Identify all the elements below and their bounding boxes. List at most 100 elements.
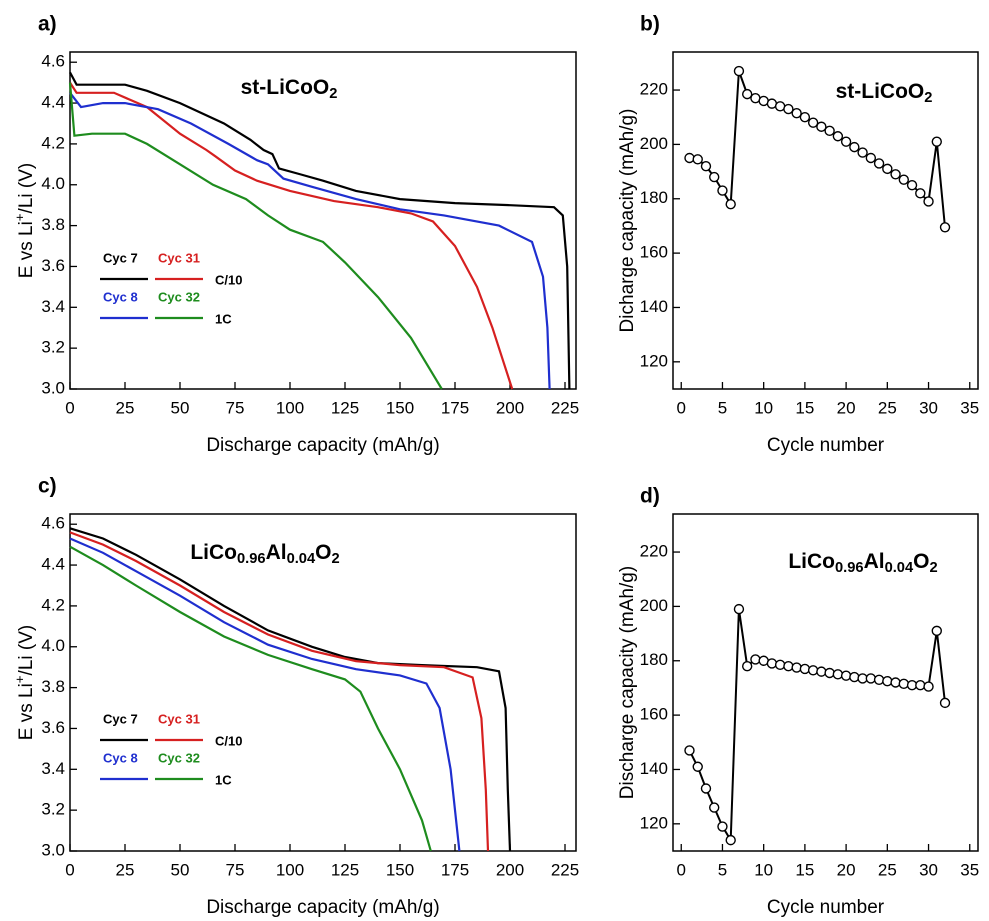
y-tick-label: 4.2: [41, 133, 65, 152]
y-tick-label: 3.6: [41, 256, 65, 275]
y-tick-label: 3.4: [41, 759, 65, 778]
plot-frame: [672, 51, 979, 390]
data-point: [857, 147, 868, 158]
text-part: Al: [864, 550, 885, 573]
data-point: [816, 121, 827, 132]
data-point: [717, 821, 728, 832]
text-part: Discharge capacity (mAh/g): [206, 897, 439, 918]
text-part: E vs Li: [16, 683, 37, 740]
data-point: [816, 666, 827, 677]
series-line: [688, 608, 946, 844]
x-tick-label: 50: [171, 398, 190, 417]
data-point: [791, 662, 802, 673]
x-axis-label: Discharge capacity (mAh/g): [206, 897, 439, 918]
x-tick-label: 0: [677, 860, 686, 879]
y-tick-label: 3.8: [41, 215, 65, 234]
data-point: [750, 654, 761, 665]
legend-label: Cyc 31: [158, 711, 200, 726]
data-point: [890, 677, 901, 688]
text-part: /Li (V): [16, 625, 37, 676]
y-tick-label: 3.8: [41, 677, 65, 696]
legend-rate: C/10: [215, 733, 242, 748]
x-tick-label: 10: [754, 860, 773, 879]
legend-label: Cyc 32: [158, 750, 200, 765]
subscript: 2: [329, 86, 337, 102]
data-point: [906, 179, 918, 191]
text-part: O: [913, 550, 929, 573]
chart-title: st-LiCoO2: [241, 76, 338, 102]
series-line: [69, 531, 490, 852]
y-tick-label: 120: [640, 351, 668, 370]
text-part: Cycle number: [767, 897, 885, 918]
x-tick-label: 100: [276, 860, 304, 879]
text-part: Dicharge capacity (mAh/g): [617, 109, 638, 333]
y-tick-label: 3.4: [41, 297, 65, 316]
x-tick-label: 100: [276, 398, 304, 417]
y-tick-label: 3.6: [41, 718, 65, 737]
data-point: [807, 665, 819, 676]
y-tick-label: 3.0: [41, 840, 65, 859]
y-axis-label: E vs Li+/Li (V): [12, 163, 38, 278]
text-part: O: [315, 541, 331, 564]
data-point: [766, 658, 778, 669]
x-axis-label: Discharge capacity (mAh/g): [206, 435, 439, 456]
data-point: [840, 670, 852, 681]
data-point: [882, 675, 893, 687]
data-point: [692, 154, 703, 165]
y-tick-label: 180: [640, 188, 668, 207]
data-point: [733, 603, 745, 615]
text-part: Discharge capacity (mAh/g): [206, 435, 439, 456]
y-tick-label: 4.4: [41, 555, 65, 574]
y-tick-label: 4.6: [41, 514, 65, 533]
data-point: [684, 745, 695, 756]
series-line: [69, 82, 514, 390]
x-tick-label: 0: [65, 398, 74, 417]
y-tick-label: 4.6: [41, 52, 65, 71]
chart-title: LiCo0.96Al0.04O2: [190, 541, 339, 567]
data-point: [717, 185, 728, 196]
data-point: [849, 141, 860, 153]
y-tick-label: 180: [640, 650, 668, 669]
data-point: [741, 88, 753, 100]
superscript: +: [12, 213, 27, 221]
text-part: LiCo: [190, 541, 237, 564]
data-point: [849, 671, 860, 683]
series-line: [68, 82, 443, 390]
y-tick-label: 200: [640, 596, 668, 615]
y-axis-label: Discharge capacity (mAh/g): [617, 566, 638, 799]
y-tick-label: 4.4: [41, 93, 65, 112]
y-tick-label: 3.2: [41, 338, 65, 357]
x-tick-label: 175: [441, 398, 469, 417]
text-part: st-LiCoO: [241, 76, 330, 99]
panel-label: b): [640, 13, 660, 36]
y-tick-label: 160: [640, 243, 668, 262]
panel-label: d): [640, 485, 660, 508]
x-tick-label: 35: [960, 860, 979, 879]
x-tick-label: 25: [878, 860, 897, 879]
subscript: 0.04: [287, 551, 316, 567]
plot-frame: [69, 513, 577, 852]
data-point: [709, 802, 720, 813]
data-point: [882, 163, 893, 175]
x-tick-label: 0: [677, 398, 686, 417]
chart-title: LiCo0.96Al0.04O2: [788, 550, 937, 576]
x-tick-label: 200: [496, 860, 524, 879]
data-point: [939, 697, 951, 709]
data-point: [733, 65, 745, 77]
y-tick-label: 3.0: [41, 378, 65, 397]
x-tick-label: 225: [551, 860, 579, 879]
x-tick-label: 0: [65, 860, 74, 879]
legend-rate: 1C: [215, 311, 232, 326]
x-tick-label: 25: [878, 398, 897, 417]
data-point: [783, 103, 794, 115]
legend-rate: C/10: [215, 272, 242, 287]
plot-frame: [69, 51, 577, 390]
x-tick-label: 15: [795, 398, 814, 417]
data-point: [890, 169, 901, 180]
y-axis-label: E vs Li+/Li (V): [12, 625, 38, 740]
x-tick-label: 20: [837, 398, 856, 417]
data-point: [725, 198, 736, 210]
data-point: [840, 136, 852, 147]
data-point: [684, 152, 695, 164]
data-point: [873, 158, 885, 169]
